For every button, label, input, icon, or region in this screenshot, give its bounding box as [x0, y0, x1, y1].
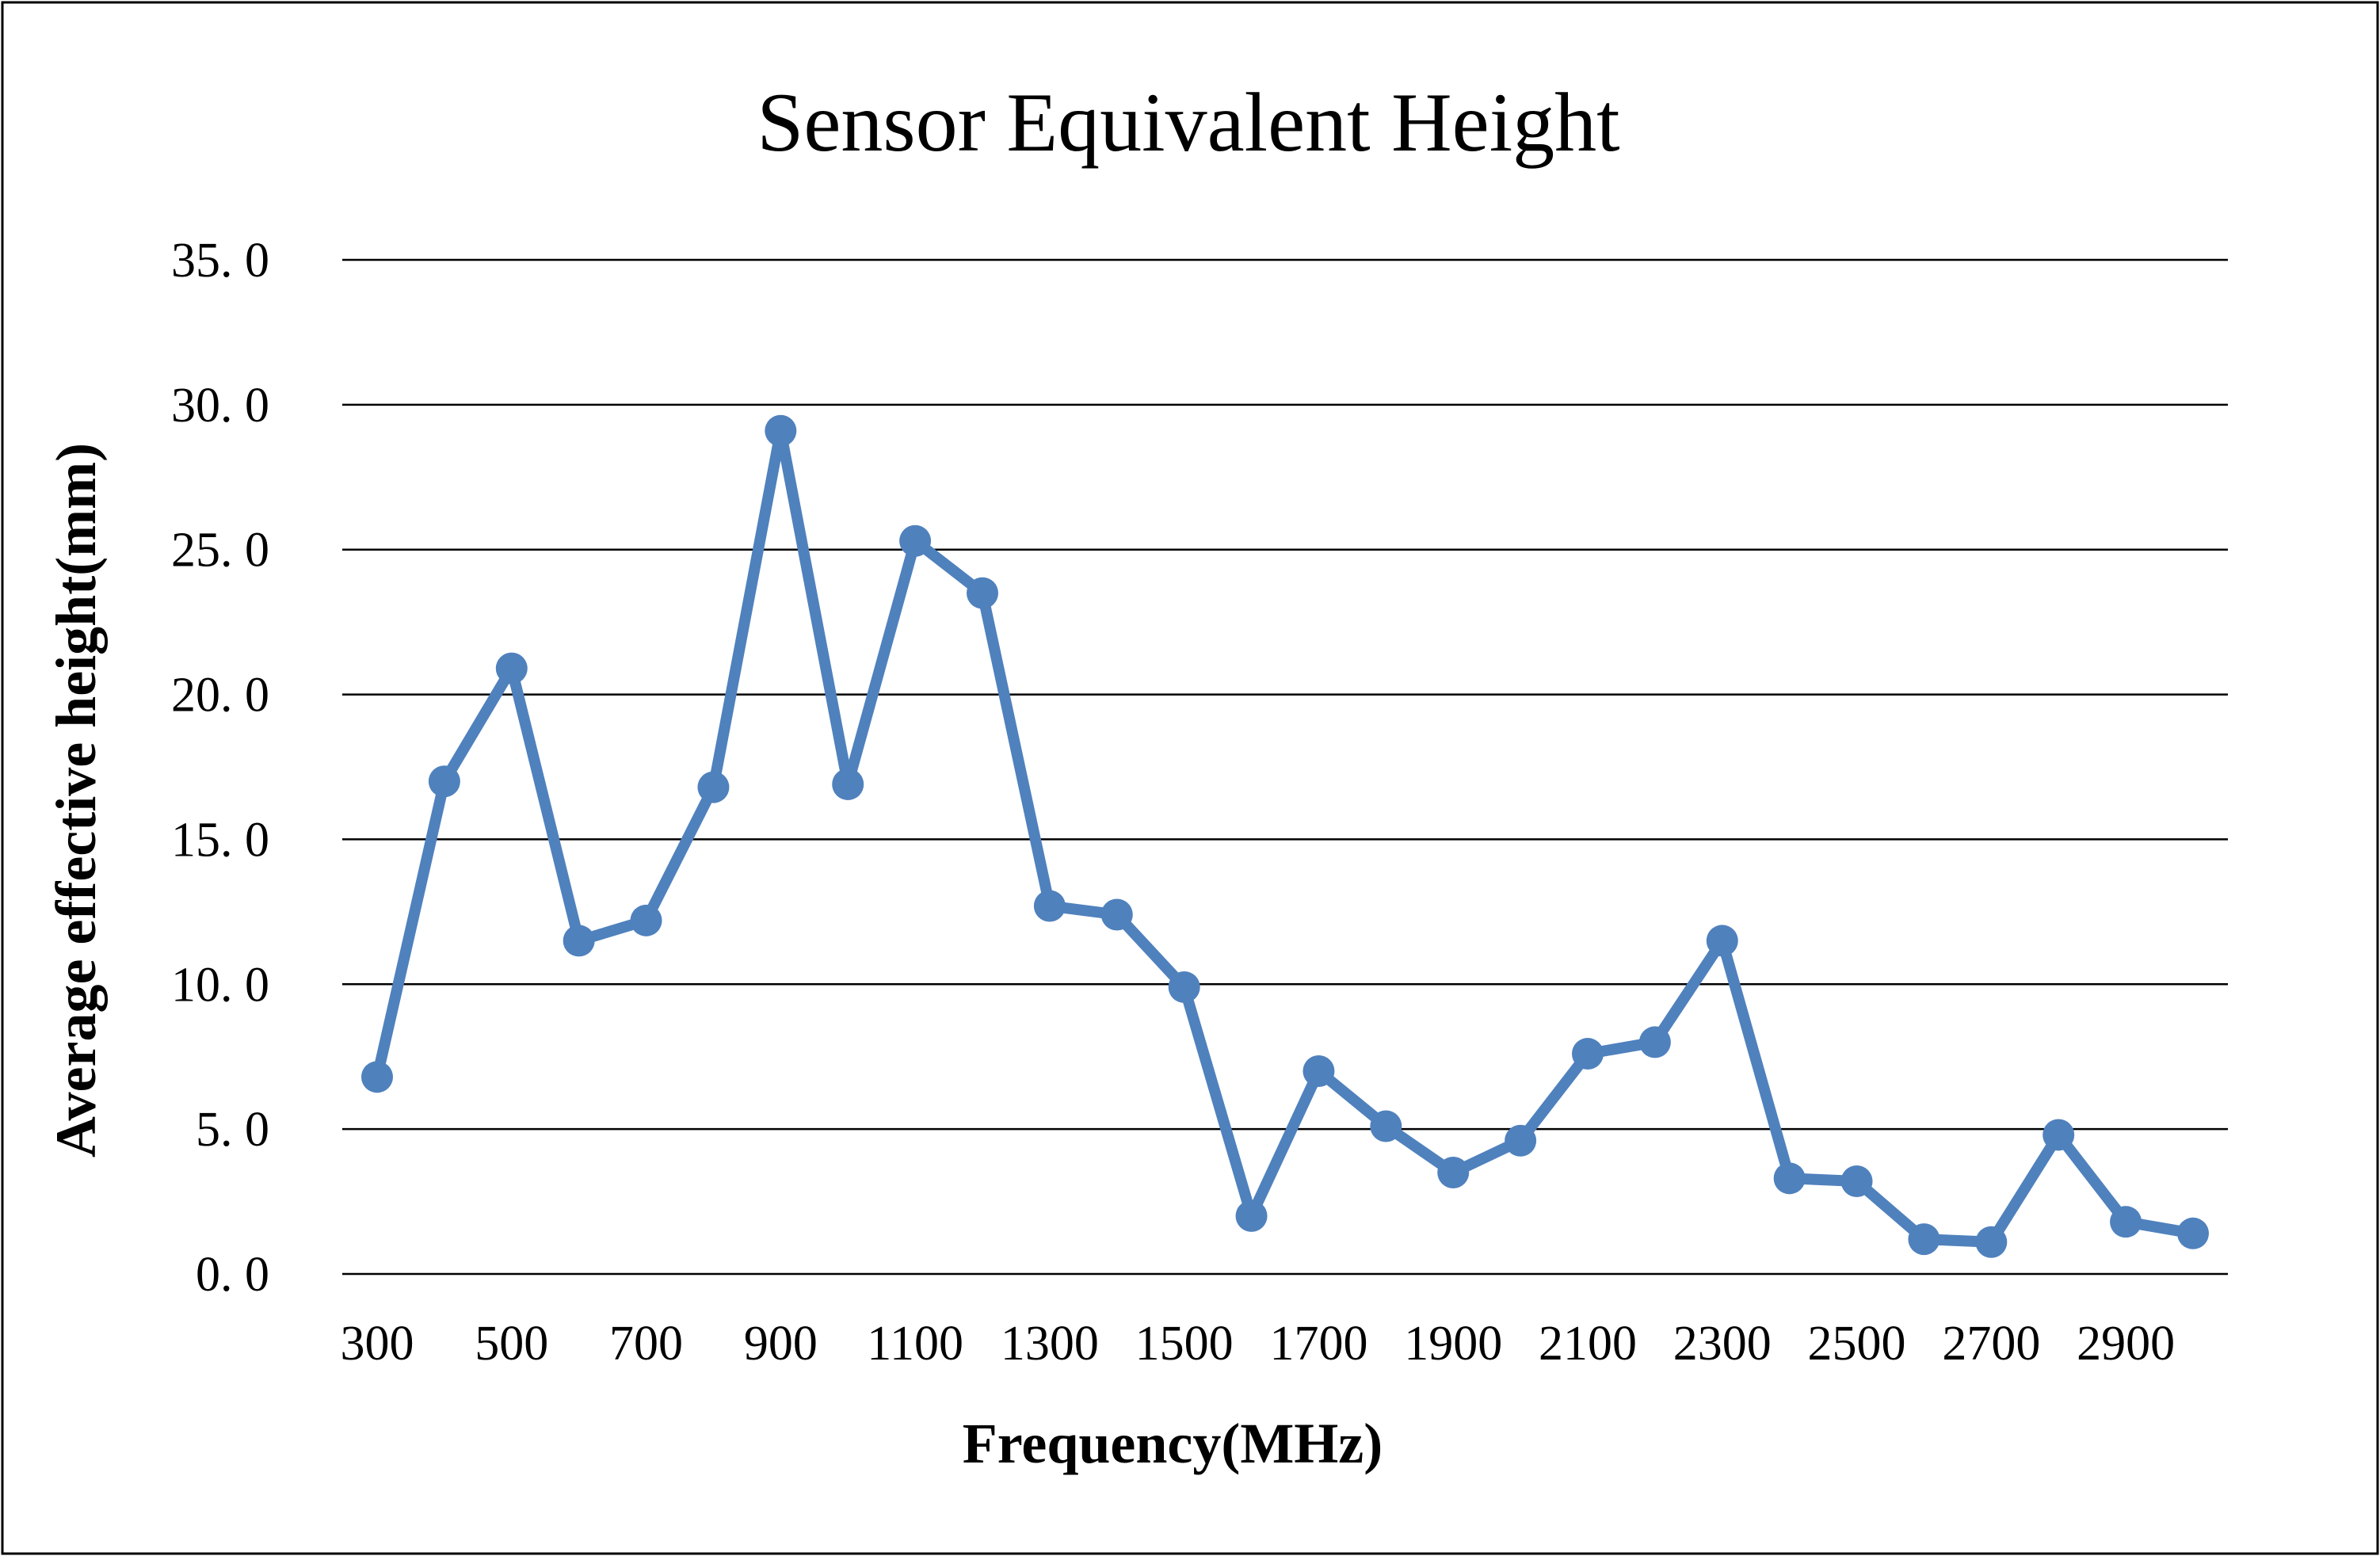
data-point [1840, 1165, 1873, 1197]
x-tick-label: 1500 [1135, 1317, 1234, 1371]
data-point [1908, 1223, 1940, 1256]
data-point [2177, 1217, 2209, 1249]
y-axis-label: Average effective height(mm) [44, 443, 108, 1157]
data-point [630, 904, 662, 936]
y-tick-label: 30. 0 [171, 379, 269, 433]
x-tick-label: 1700 [1269, 1317, 1367, 1371]
data-point [495, 652, 528, 685]
x-tick-label: 2300 [1673, 1317, 1772, 1371]
data-point [765, 414, 797, 447]
x-tick-label: 2900 [2077, 1317, 2175, 1371]
data-point [697, 771, 730, 803]
x-tick-label: 2700 [1942, 1317, 2040, 1371]
data-point [1100, 898, 1133, 931]
data-point [563, 925, 595, 957]
y-tick-label: 35. 0 [171, 234, 269, 288]
chart-title: Sensor Equivalent Height [757, 76, 1619, 169]
x-tick-label: 700 [609, 1317, 683, 1371]
data-point [361, 1061, 393, 1093]
y-tick-label: 0. 0 [196, 1248, 269, 1302]
data-point [1033, 890, 1066, 922]
x-tick-label: 900 [744, 1317, 818, 1371]
y-axis-ticks: 0. 0 5. 0 10. 0 15. 0 20. 0 25. 0 30. 0 35. 0 [171, 234, 269, 1302]
x-tick-label: 1100 [867, 1317, 963, 1371]
data-point [1706, 925, 1738, 957]
data-point [1505, 1124, 1537, 1157]
x-tick-label: 500 [475, 1317, 548, 1371]
x-tick-label: 1300 [1001, 1317, 1099, 1371]
y-tick-label: 10. 0 [171, 958, 269, 1012]
data-point [2042, 1119, 2075, 1151]
x-axis-label: Frequency(MHz) [963, 1412, 1383, 1475]
data-point [899, 524, 932, 557]
data-point [1638, 1026, 1671, 1058]
data-point [1235, 1199, 1268, 1232]
data-point [1303, 1055, 1335, 1087]
data-point [2110, 1206, 2142, 1238]
x-tick-label: 1900 [1404, 1317, 1502, 1371]
data-point [428, 765, 460, 798]
data-point [1975, 1226, 2008, 1258]
y-tick-label: 15. 0 [171, 813, 269, 867]
x-tick-label: 2100 [1539, 1317, 1637, 1371]
y-tick-label: 5. 0 [196, 1103, 269, 1157]
x-tick-label: 2500 [1808, 1317, 1906, 1371]
data-point [1370, 1110, 1402, 1142]
series-line [372, 425, 2199, 1248]
x-tick-label: 300 [341, 1317, 414, 1371]
data-point [1168, 971, 1200, 1003]
data-point [1437, 1157, 1470, 1188]
data-point [1773, 1162, 1806, 1195]
series-layer [361, 414, 2209, 1258]
y-tick-label: 20. 0 [171, 669, 269, 723]
x-axis-ticks: 300 500 700 900 1100 1300 1500 1700 1900 2100 2300… [341, 1317, 2176, 1371]
data-point [832, 768, 864, 800]
data-point [1572, 1038, 1604, 1070]
y-tick-label: 25. 0 [171, 524, 269, 578]
gridlines [342, 258, 2228, 1276]
data-point [967, 577, 998, 609]
